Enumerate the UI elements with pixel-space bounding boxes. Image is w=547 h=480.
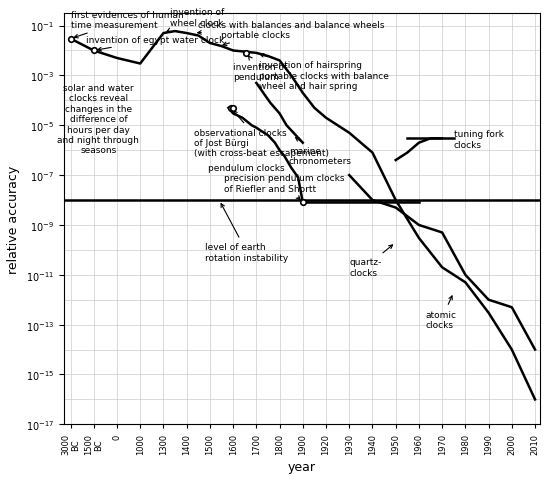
Text: invention of egypt water clock: invention of egypt water clock [86, 36, 224, 52]
Text: invention of
pendulum: invention of pendulum [233, 57, 287, 82]
Text: solar and water
clocks reveal
changes in the
difference of
hours per day
and nig: solar and water clocks reveal changes in… [57, 84, 139, 155]
Text: first evidences of human
time measurement: first evidences of human time measuremen… [71, 11, 184, 39]
Text: marine
chronometers: marine chronometers [289, 138, 352, 166]
Text: observational clocks
of Jost Bürgi
(with cross-beat escapement): observational clocks of Jost Bürgi (with… [194, 112, 329, 158]
Text: invention of hairspring
portable clocks with balance
wheel and hair spring: invention of hairspring portable clocks … [259, 55, 388, 91]
Text: clocks with balances and balance wheels: clocks with balances and balance wheels [197, 22, 385, 35]
Y-axis label: relative accuracy: relative accuracy [7, 165, 20, 273]
Text: precision pendulum clocks
of Riefler and Shortt: precision pendulum clocks of Riefler and… [224, 174, 344, 200]
Text: tuning fork
clocks: tuning fork clocks [454, 130, 504, 149]
Text: atomic
clocks: atomic clocks [426, 296, 457, 329]
Text: pendulum clocks: pendulum clocks [207, 164, 284, 173]
Text: level of earth
rotation instability: level of earth rotation instability [205, 204, 288, 262]
Text: portable clocks: portable clocks [222, 31, 290, 47]
X-axis label: year: year [288, 460, 316, 473]
Text: invention of
wheel clock: invention of wheel clock [167, 8, 225, 32]
Text: quartz-
clocks: quartz- clocks [349, 245, 393, 277]
